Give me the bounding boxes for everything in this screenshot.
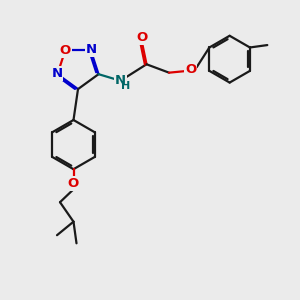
Text: N: N	[51, 67, 62, 80]
Text: O: O	[136, 31, 148, 44]
Text: N: N	[86, 43, 97, 56]
Text: H: H	[121, 81, 130, 91]
Text: N: N	[115, 74, 126, 87]
Text: O: O	[185, 63, 196, 76]
Text: O: O	[68, 177, 79, 190]
Text: O: O	[60, 44, 71, 56]
